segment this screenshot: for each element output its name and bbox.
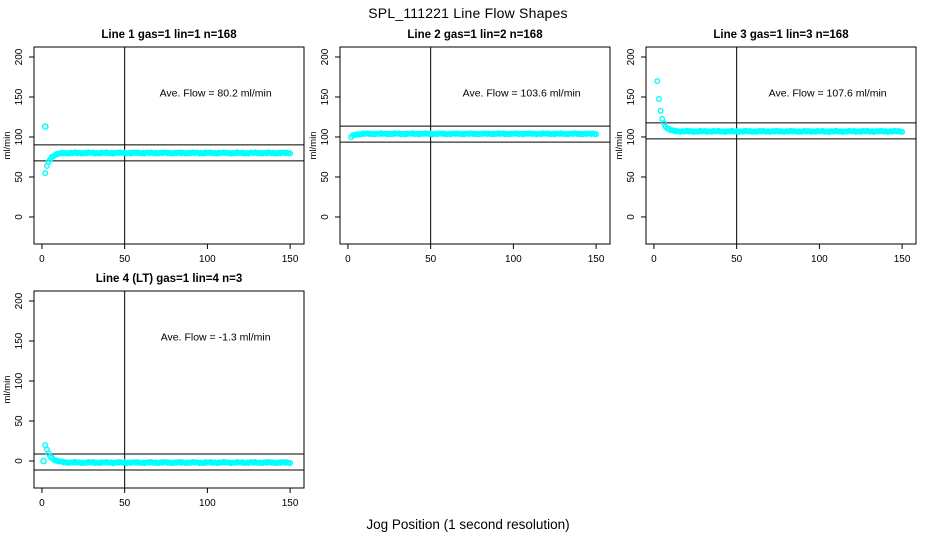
y-tick-label: 200 xyxy=(14,48,25,65)
y-axis-label: ml/min xyxy=(2,132,13,160)
flow-panel: Line 4 (LT) gas=1 lin=4 n=3 0 50 100 150 200 0… xyxy=(2,273,305,509)
y-tick-label: 50 xyxy=(14,171,25,183)
y-tick-label: 0 xyxy=(320,214,331,220)
data-point xyxy=(899,128,906,135)
y-tick-label: 100 xyxy=(14,372,25,389)
x-tick-label: 0 xyxy=(39,254,45,265)
outlier-point xyxy=(40,457,47,465)
data-points xyxy=(41,123,294,177)
y-tick-label: 100 xyxy=(14,128,25,145)
plot-box xyxy=(33,46,305,245)
data-point xyxy=(42,170,49,177)
panel-title: Line 1 gas=1 lin=1 n=168 xyxy=(101,29,237,41)
y-tick-label: 0 xyxy=(14,458,25,464)
data-point xyxy=(287,460,294,467)
panel-title: Line 3 gas=1 lin=3 n=168 xyxy=(713,29,849,41)
y-axis-label: ml/min xyxy=(2,376,13,404)
data-point xyxy=(657,107,664,114)
data-point xyxy=(593,131,600,138)
y-tick-label: 150 xyxy=(14,88,25,105)
x-tick-label: 150 xyxy=(282,498,299,509)
data-points xyxy=(654,78,906,136)
y-tick-label: 50 xyxy=(320,171,331,183)
ave-flow-annotation: Ave. Flow = 103.6 ml/min xyxy=(463,87,581,99)
panel-title: Line 4 (LT) gas=1 lin=4 n=3 xyxy=(96,273,242,285)
y-tick-label: 150 xyxy=(320,88,331,105)
y-axis-label: ml/min xyxy=(614,132,625,160)
x-tick-label: 150 xyxy=(588,254,605,265)
y-tick-label: 50 xyxy=(626,171,637,183)
ave-flow-annotation: Ave. Flow = 80.2 ml/min xyxy=(160,87,272,99)
data-point xyxy=(655,95,662,102)
data-point xyxy=(287,150,294,157)
flow-panel: Line 1 gas=1 lin=1 n=168 0 50 100 150 200 0 50 1… xyxy=(2,29,305,265)
x-tick-label: 0 xyxy=(651,254,657,265)
data-point xyxy=(654,78,661,85)
x-tick-label: 100 xyxy=(505,254,522,265)
x-tick-label: 100 xyxy=(199,254,216,265)
y-tick-label: 200 xyxy=(14,292,25,309)
plot-box xyxy=(339,46,611,245)
y-tick-label: 150 xyxy=(626,88,637,105)
x-tick-label: 150 xyxy=(282,254,299,265)
x-tick-label: 0 xyxy=(39,498,45,509)
x-axis-label: Jog Position (1 second resolution) xyxy=(366,517,570,532)
x-tick-label: 50 xyxy=(731,254,743,265)
plot-box xyxy=(645,46,917,245)
flow-panel: Line 3 gas=1 lin=3 n=168 0 50 100 150 200 0 50 1… xyxy=(614,29,917,265)
y-tick-label: 200 xyxy=(320,48,331,65)
y-tick-label: 0 xyxy=(14,214,25,220)
y-tick-label: 200 xyxy=(626,48,637,65)
x-tick-label: 50 xyxy=(119,498,131,509)
ave-flow-annotation: Ave. Flow = -1.3 ml/min xyxy=(161,331,271,343)
y-tick-label: 100 xyxy=(320,128,331,145)
x-tick-label: 50 xyxy=(425,254,437,265)
data-points xyxy=(348,130,600,141)
flow-panel: Line 2 gas=1 lin=2 n=168 0 50 100 150 200 0 50 1… xyxy=(308,29,611,265)
y-tick-label: 50 xyxy=(14,415,25,427)
x-tick-label: 100 xyxy=(811,254,828,265)
panel-title: Line 2 gas=1 lin=2 n=168 xyxy=(407,29,543,41)
x-tick-label: 150 xyxy=(894,254,911,265)
data-points xyxy=(40,442,294,467)
figure-title: SPL_111221 Line Flow Shapes xyxy=(368,5,568,21)
y-tick-label: 100 xyxy=(626,128,637,145)
outlier-point xyxy=(41,123,49,130)
x-tick-label: 0 xyxy=(345,254,351,265)
x-tick-label: 50 xyxy=(119,254,131,265)
y-tick-label: 150 xyxy=(14,332,25,349)
x-tick-label: 100 xyxy=(199,498,216,509)
plot-box xyxy=(33,290,305,489)
y-tick-label: 0 xyxy=(626,214,637,220)
y-axis-label: ml/min xyxy=(308,132,319,160)
ave-flow-annotation: Ave. Flow = 107.6 ml/min xyxy=(769,87,887,99)
